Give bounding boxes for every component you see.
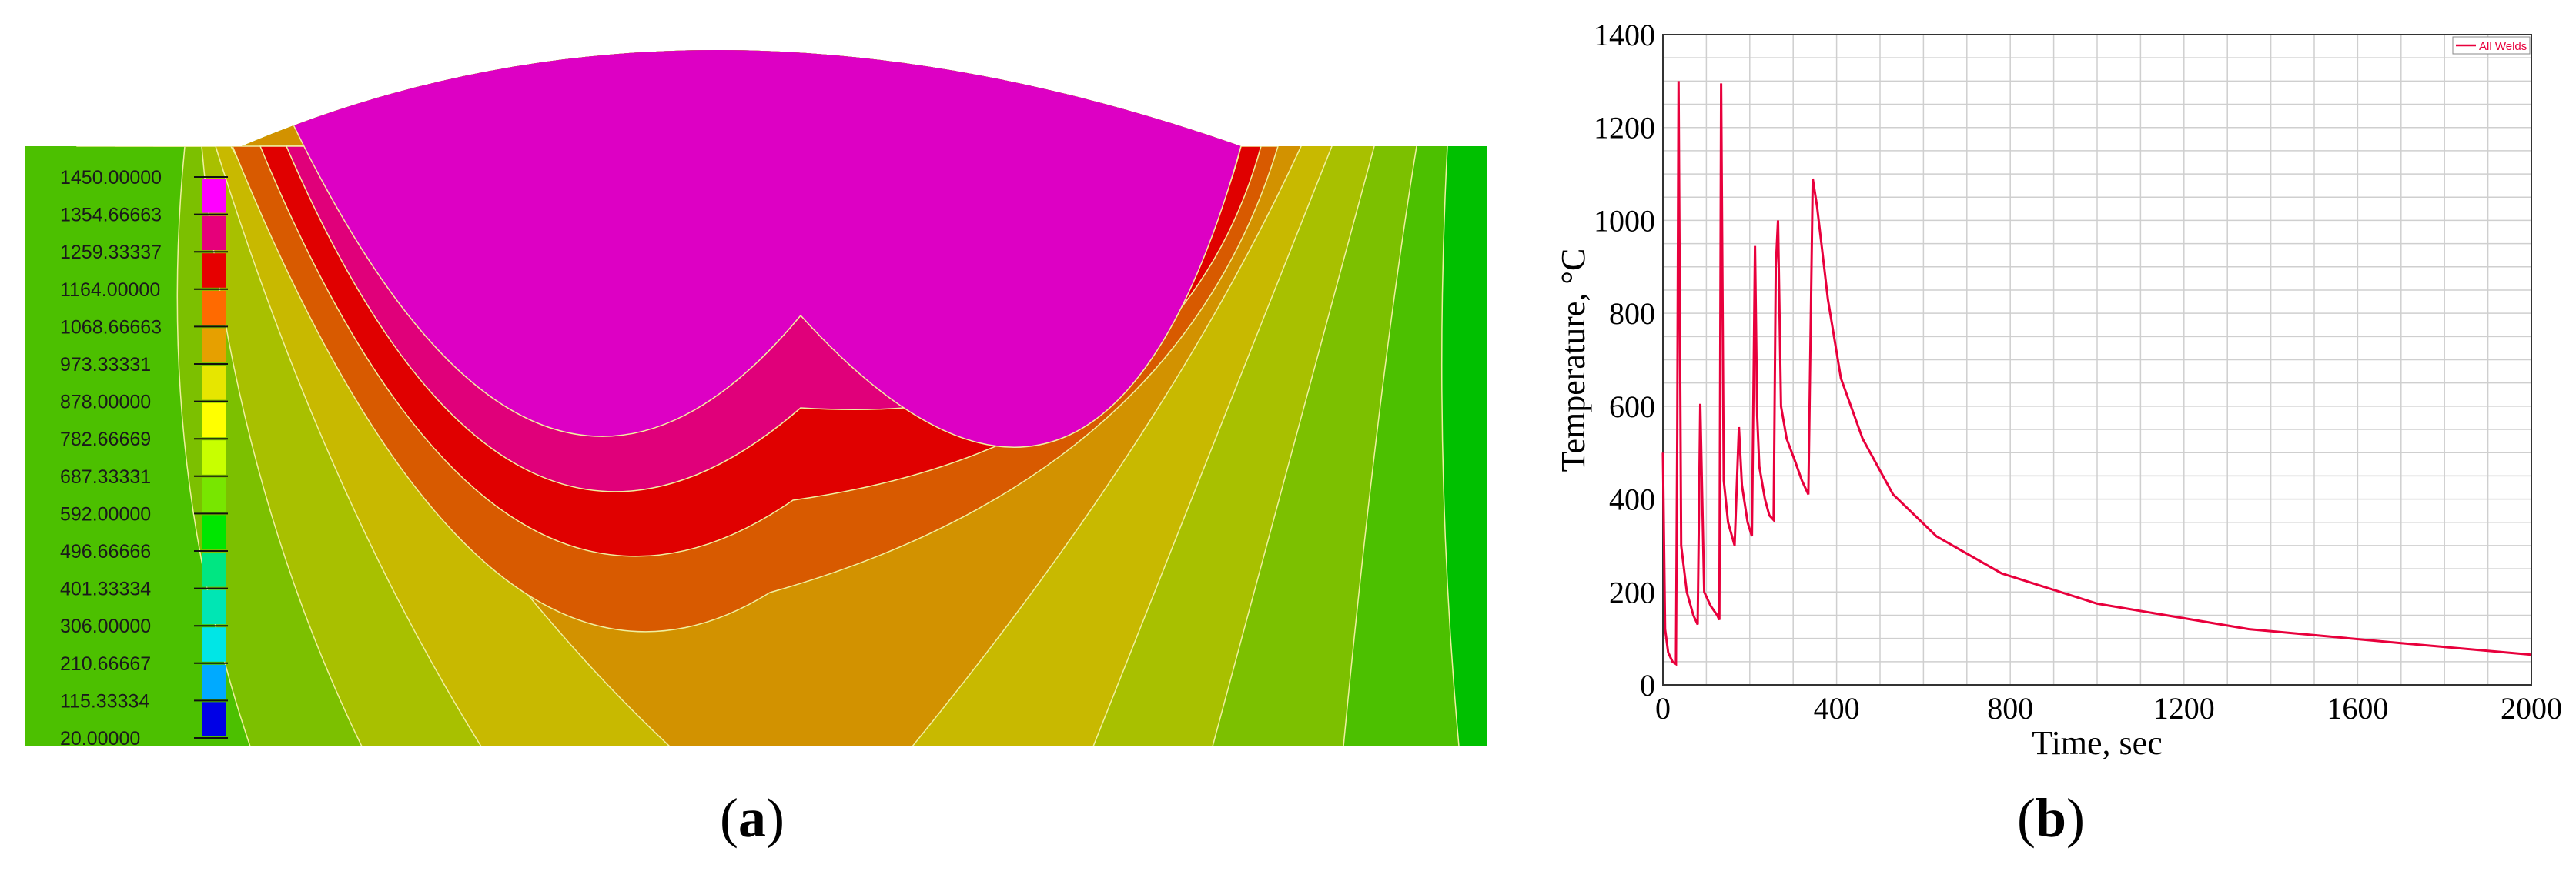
legend-level-label: 1450.00000 <box>60 167 162 189</box>
legend-level-label: 782.66669 <box>60 429 151 450</box>
x-tick-label: 0 <box>1655 691 1671 726</box>
y-axis-label: Temperature, °C <box>1554 249 1592 472</box>
x-tick-label: 400 <box>1814 691 1860 726</box>
contour-legend: 1450.00000 1354.66663 1259.33337 1164.00000… <box>60 167 228 749</box>
legend-level-label: 496.66666 <box>60 541 151 563</box>
legend-level-label: 20.00000 <box>60 728 140 749</box>
x-tick-label: 800 <box>1987 691 2033 726</box>
legend-level-label: 115.33334 <box>60 690 149 712</box>
legend-swatch <box>202 402 226 438</box>
contour-plot: 1450.00000 1354.66663 1259.33337 1164.00000… <box>25 50 1487 749</box>
y-tick-label: 1400 <box>1594 18 1655 52</box>
y-tick-label: 0 <box>1640 668 1655 703</box>
legend-swatch <box>202 215 226 251</box>
legend-swatch <box>202 440 226 475</box>
panel-label-a: (a) <box>720 787 785 849</box>
legend-swatch <box>202 290 226 325</box>
x-axis: 0 400 800 1200 1600 2000 <box>1655 691 2562 726</box>
legend-swatch <box>202 253 226 288</box>
legend-swatch <box>202 328 226 362</box>
weld-pool-region <box>240 50 1242 448</box>
legend-swatch <box>202 702 226 736</box>
legend-swatch <box>202 589 226 625</box>
legend-swatch <box>202 515 226 549</box>
plot-area-frame <box>1662 34 2532 686</box>
panel-label-b: (b) <box>2017 787 2086 849</box>
legend-level-label: 401.33334 <box>60 579 151 600</box>
legend-level-label: 878.00000 <box>60 392 151 413</box>
y-tick-label: 1000 <box>1594 203 1655 238</box>
legend-swatch <box>202 627 226 662</box>
legend-level-label: 1164.00000 <box>60 279 160 301</box>
legend-level-label: 592.00000 <box>60 503 151 525</box>
y-axis: 0 200 400 600 800 1000 1200 1400 <box>1594 18 1655 703</box>
temperature-chart: 0 400 800 1200 1600 2000 0 200 400 600 800 1000 120… <box>1554 18 2562 762</box>
legend-level-label: 1068.66663 <box>60 316 162 338</box>
legend-swatch <box>202 179 226 213</box>
x-tick-label: 1200 <box>2153 691 2215 726</box>
legend-level-label: 306.00000 <box>60 616 151 637</box>
legend-level-label: 687.33331 <box>60 466 151 488</box>
legend-level-label: 973.33331 <box>60 354 151 376</box>
y-tick-label: 1200 <box>1594 111 1655 145</box>
y-tick-label: 600 <box>1609 389 1655 424</box>
x-axis-label: Time, sec <box>2032 724 2163 762</box>
legend-level-label: 1354.66663 <box>60 205 162 226</box>
legend-entry-all-welds: All Welds <box>2479 40 2527 53</box>
chart-legend: All Welds <box>2452 36 2531 55</box>
x-tick-label: 2000 <box>2501 691 2562 726</box>
legend-level-label: 1259.33337 <box>60 242 162 263</box>
legend-swatch <box>202 664 226 699</box>
legend-swatch <box>202 553 226 587</box>
series-line-all-welds <box>1661 81 2532 666</box>
y-tick-label: 200 <box>1609 575 1655 609</box>
y-tick-label: 400 <box>1609 482 1655 517</box>
x-tick-label: 1600 <box>2327 691 2388 726</box>
chart-grid <box>1662 34 2532 686</box>
legend-swatch <box>202 366 226 400</box>
legend-swatch <box>202 477 226 512</box>
legend-level-label: 210.66667 <box>60 653 151 675</box>
y-tick-label: 800 <box>1609 296 1655 331</box>
